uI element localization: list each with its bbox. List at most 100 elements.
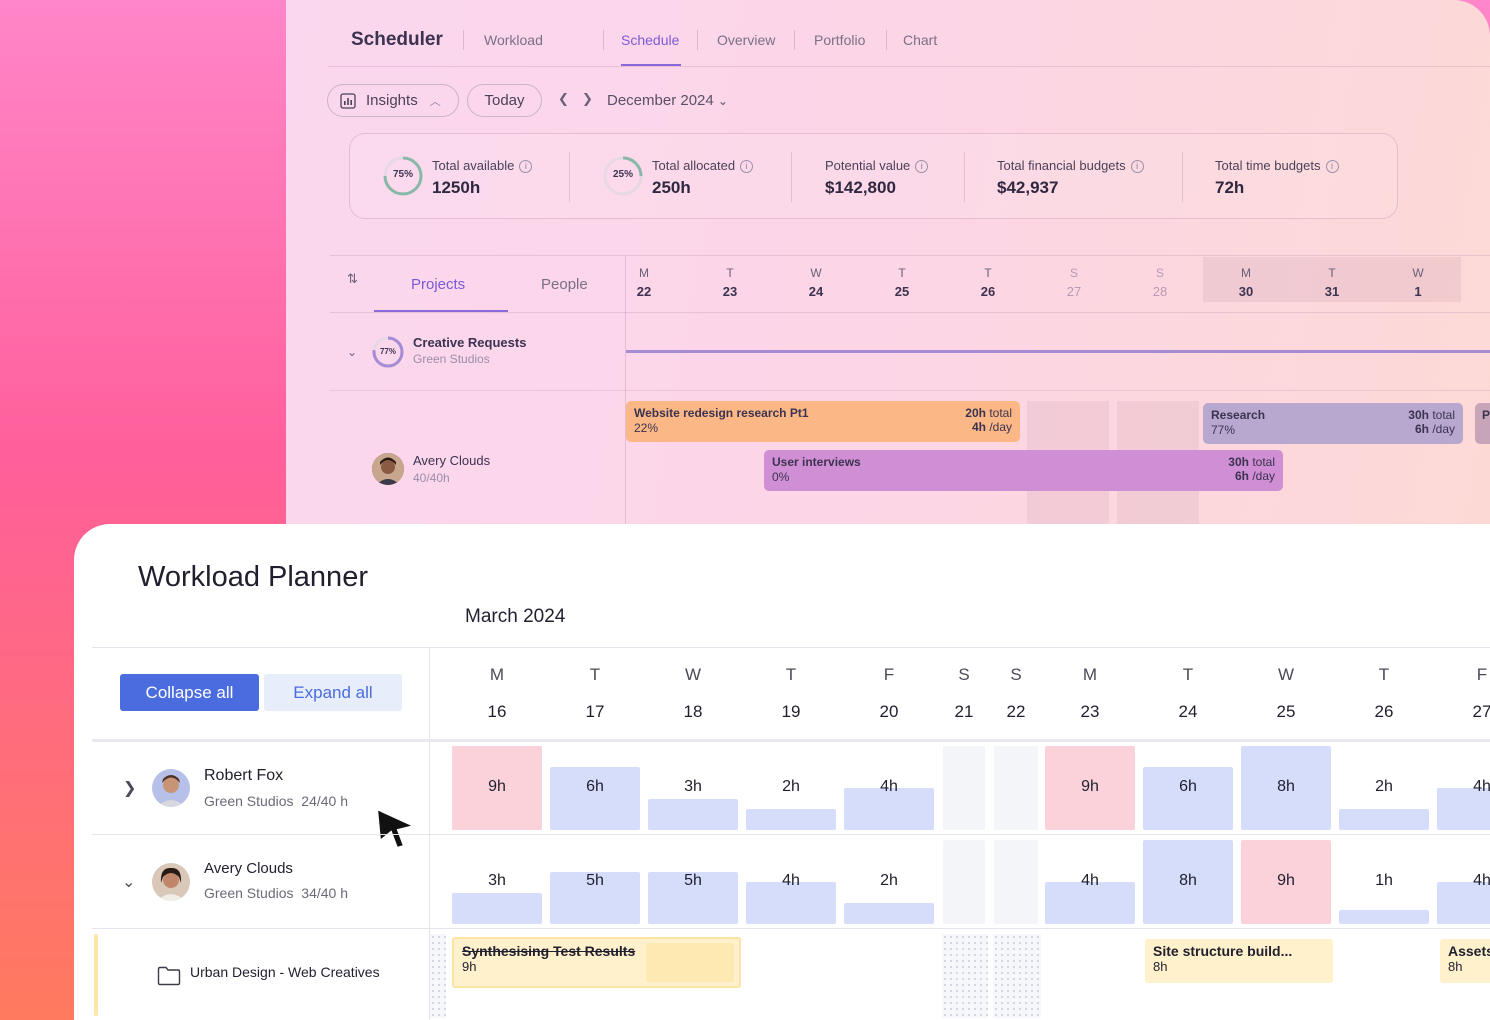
date-label: 16	[487, 702, 507, 721]
workload-bar[interactable]	[648, 871, 738, 924]
workload-bar[interactable]	[1339, 809, 1429, 830]
task-bar[interactable]: User interviews 0% 30h total 6h /day	[764, 450, 1283, 491]
collapse-all-button[interactable]: Collapse all	[120, 674, 259, 711]
today-button[interactable]: Today	[467, 84, 542, 117]
workload-bar-over-capacity[interactable]	[1045, 746, 1135, 830]
workload-bar[interactable]	[1437, 882, 1490, 924]
unavailable-cell	[994, 840, 1038, 924]
task-name: P	[1482, 408, 1490, 422]
task-bar[interactable]: P	[1475, 403, 1490, 444]
day-header: S 21	[917, 665, 1011, 722]
ring-value: 25%	[612, 169, 633, 180]
task-name: Website redesign research Pt1	[634, 406, 809, 420]
workload-bar[interactable]	[1241, 746, 1331, 830]
info-icon[interactable]: i	[740, 160, 754, 173]
divider	[92, 739, 1490, 742]
weekday-label: F	[1476, 665, 1488, 684]
workload-bar[interactable]	[844, 788, 934, 830]
weekday-label: F	[883, 665, 895, 684]
divider	[886, 30, 887, 50]
info-icon[interactable]: i	[519, 160, 533, 173]
task-hours: 8h	[1448, 959, 1463, 974]
date-label: 22	[1006, 702, 1026, 721]
ring-value: 77%	[379, 347, 396, 356]
workload-bar[interactable]	[1339, 910, 1429, 924]
workload-bar[interactable]	[1143, 767, 1233, 830]
task-card[interactable]: Assets 8h	[1440, 939, 1490, 983]
workload-bar[interactable]	[746, 882, 836, 924]
hours-label: 4h	[782, 872, 800, 889]
unavailable-cell	[943, 746, 985, 830]
hours-label: 3h	[488, 872, 506, 889]
hours-label: 6h	[1179, 778, 1197, 795]
expand-all-button[interactable]: Expand all	[264, 674, 402, 711]
workload-bar[interactable]	[1045, 882, 1135, 924]
date-label: 1	[1414, 284, 1422, 299]
tab-schedule[interactable]: Schedule	[621, 32, 680, 48]
insights-button[interactable]: Insights ︿	[327, 84, 459, 117]
task-card[interactable]: Synthesising Test Results 9h	[452, 937, 741, 988]
next-icon[interactable]: ❯	[582, 91, 593, 106]
info-icon[interactable]: i	[1325, 160, 1339, 173]
prev-icon[interactable]: ❮	[558, 91, 569, 106]
day-header: T 24	[1141, 665, 1235, 722]
weekday-label: T	[1328, 266, 1336, 280]
task-bar[interactable]: Website redesign research Pt1 22% 20h to…	[626, 401, 1020, 442]
date-label: 20	[879, 702, 899, 721]
tab-overview[interactable]: Overview	[717, 32, 776, 48]
schedule-grid-header	[330, 255, 1490, 313]
stat-label: Total available	[432, 158, 515, 173]
active-tab-indicator	[621, 64, 681, 66]
tab-projects[interactable]: Projects	[411, 276, 466, 293]
workload-bar[interactable]	[648, 798, 738, 830]
info-icon[interactable]: i	[1130, 160, 1144, 173]
weekday-label: T	[1378, 665, 1390, 684]
workload-bar[interactable]	[550, 767, 640, 830]
workload-bar[interactable]	[1143, 840, 1233, 924]
workload-bar-over-capacity[interactable]	[1241, 840, 1331, 924]
unavailable-cell	[942, 934, 988, 1018]
person-name[interactable]: Avery Clouds	[413, 453, 491, 468]
hours-label: 5h	[586, 872, 604, 889]
chevron-up-icon: ︿	[429, 95, 441, 108]
cursor-icon	[375, 807, 418, 850]
project-name[interactable]: Creative Requests	[413, 335, 527, 350]
info-icon[interactable]: i	[915, 160, 929, 173]
chevron-down-icon[interactable]: ⌄	[122, 874, 136, 891]
tab-workload[interactable]: Workload	[484, 32, 543, 48]
task-card[interactable]: Site structure build... 8h	[1145, 939, 1333, 983]
active-tab-indicator	[374, 310, 508, 312]
project-name[interactable]: Urban Design - Web Creatives	[190, 964, 380, 980]
day-header: W 18	[646, 665, 740, 722]
person-org: Green Studios	[204, 885, 294, 901]
workload-bar[interactable]	[746, 809, 836, 830]
hours-label: 4h	[1081, 872, 1099, 889]
tab-people[interactable]: People	[541, 276, 588, 293]
task-name: Research	[1211, 408, 1266, 422]
workload-bar[interactable]	[452, 892, 542, 924]
divider	[429, 647, 430, 1020]
month-picker[interactable]: December 2024 ⌄	[607, 92, 728, 109]
weekday-label: T	[589, 665, 601, 684]
chevron-right-icon[interactable]: ❯	[123, 780, 137, 797]
collapse-rows-icon[interactable]: ⇅	[347, 271, 358, 286]
person-name[interactable]: Robert Fox	[204, 767, 284, 784]
date-label: 30	[1238, 284, 1254, 299]
tab-portfolio[interactable]: Portfolio	[814, 32, 866, 48]
chevron-down-icon[interactable]: ⌄	[347, 345, 358, 359]
workload-bar[interactable]	[844, 903, 934, 924]
person-hours: 24/40 h	[301, 793, 348, 809]
task-name: User interviews	[772, 455, 861, 469]
date-label: 27	[1472, 702, 1490, 721]
day-header: T 17	[548, 665, 642, 722]
task-bar[interactable]: Research 77% 30h total 6h /day	[1203, 403, 1463, 444]
hours-label: 2h	[880, 872, 898, 889]
weekday-label: W	[1277, 665, 1295, 684]
tab-chart[interactable]: Chart	[903, 32, 938, 48]
workload-bar[interactable]	[550, 871, 640, 924]
person-name[interactable]: Avery Clouds	[204, 860, 293, 877]
hours-label: 1h	[1375, 872, 1393, 889]
workload-bar[interactable]	[1437, 788, 1490, 830]
workload-bar-over-capacity[interactable]	[452, 746, 542, 830]
date-label: 24	[1178, 702, 1198, 721]
